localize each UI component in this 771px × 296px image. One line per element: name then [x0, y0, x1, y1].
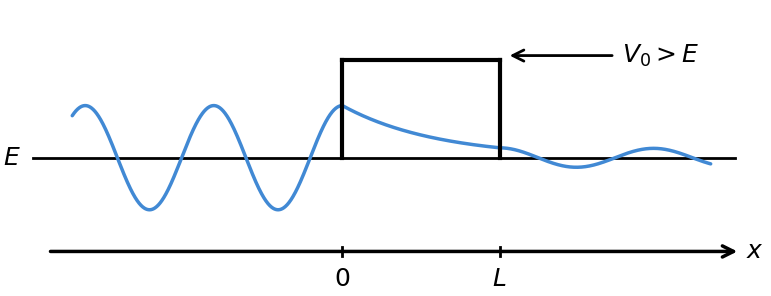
Text: 0: 0 [335, 267, 350, 291]
Text: $x$: $x$ [746, 239, 764, 263]
Text: $V_0 > E$: $V_0 > E$ [622, 42, 699, 69]
Text: $L$: $L$ [493, 267, 507, 291]
Text: $E$: $E$ [3, 146, 21, 170]
